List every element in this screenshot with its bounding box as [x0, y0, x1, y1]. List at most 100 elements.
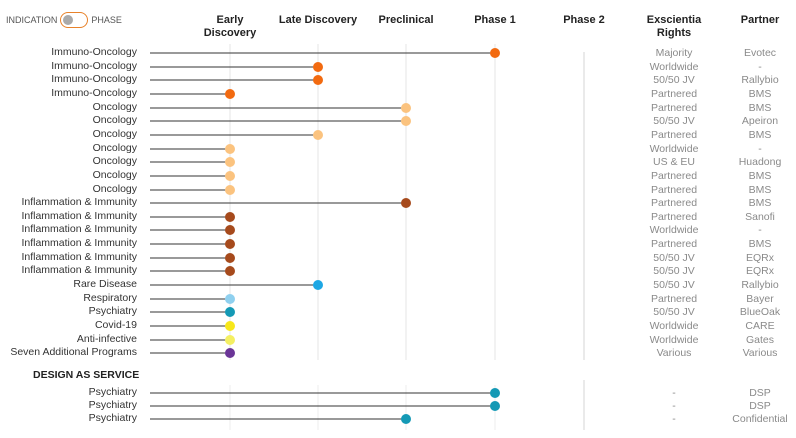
program-row-21-partner: Gates [745, 334, 775, 346]
program-row-1-rights: Worldwide [649, 61, 699, 73]
column-partner: Partner [740, 14, 780, 26]
program-row-9-partner: BMS [748, 170, 772, 182]
column-rights-line1: Exscientia [646, 14, 702, 26]
program-row-17-stage-marker[interactable] [313, 280, 323, 290]
program-row-18-stage-marker[interactable] [225, 294, 235, 304]
program-row-11-indication-label: Inflammation & Immunity [21, 196, 137, 208]
program-row-3-stage-marker[interactable] [225, 89, 235, 99]
program-row-19-stage-marker[interactable] [225, 307, 235, 317]
program-row-9-stage-marker[interactable] [225, 171, 235, 181]
program-row-14-stage-marker[interactable] [225, 239, 235, 249]
das-row-2-rights: - [672, 413, 676, 425]
program-row-7-stage-marker[interactable] [225, 144, 235, 154]
program-row-13-stage-marker[interactable] [225, 225, 235, 235]
program-row-15-partner: EQRx [745, 252, 775, 264]
program-row-10-stage-marker[interactable] [225, 185, 235, 195]
program-row-14-partner: BMS [748, 238, 772, 250]
view-toggle-group: INDICATION PHASE [6, 11, 122, 29]
program-row-16-rights: 50/50 JV [653, 265, 695, 277]
program-row-20-rights: Worldwide [649, 320, 699, 332]
program-row-8-stage-marker[interactable] [225, 157, 235, 167]
program-row-5-partner: Apeiron [741, 115, 779, 127]
program-row-20-partner: CARE [745, 320, 775, 332]
program-row-0-stage-marker[interactable] [490, 48, 500, 58]
program-row-4-partner: BMS [748, 102, 772, 114]
program-row-2-partner: Rallybio [741, 74, 779, 86]
das-row-0-stage-marker[interactable] [490, 388, 500, 398]
program-row-22-indication-label: Seven Additional Programs [10, 346, 137, 358]
program-row-22-rights: Various [656, 347, 692, 359]
program-row-17-rights: 50/50 JV [653, 279, 695, 291]
das-row-0-indication-label: Psychiatry [88, 386, 137, 398]
program-row-1-stage-marker[interactable] [313, 62, 323, 72]
program-row-22-partner: Various [742, 347, 778, 359]
column-early-line1: Early [216, 14, 244, 26]
program-row-7-rights: Worldwide [649, 143, 699, 155]
indication-phase-toggle[interactable] [60, 12, 89, 28]
toggle-knob [63, 14, 74, 25]
program-row-12-indication-label: Inflammation & Immunity [21, 210, 137, 222]
program-row-6-indication-label: Oncology [92, 128, 137, 140]
program-row-3-rights: Partnered [650, 88, 698, 100]
toggle-label-phase[interactable]: PHASE [91, 15, 122, 25]
program-row-11-rights: Partnered [650, 197, 698, 209]
column-phase2: Phase 2 [563, 14, 605, 26]
program-row-19-rights: 50/50 JV [653, 306, 695, 318]
das-row-1-stage-marker[interactable] [490, 401, 500, 411]
program-row-6-stage-marker[interactable] [313, 130, 323, 140]
program-row-18-partner: Bayer [746, 293, 774, 305]
program-row-6-partner: BMS [748, 129, 772, 141]
program-row-8-rights: US & EU [652, 156, 696, 168]
program-row-0-indication-label: Immuno-Oncology [51, 46, 137, 58]
das-row-1-indication-label: Psychiatry [88, 399, 137, 411]
program-row-2-indication-label: Immuno-Oncology [51, 73, 137, 85]
program-row-2-rights: 50/50 JV [653, 74, 695, 86]
program-row-9-rights: Partnered [650, 170, 698, 182]
program-row-15-stage-marker[interactable] [225, 253, 235, 263]
program-row-11-stage-marker[interactable] [401, 198, 411, 208]
program-row-14-indication-label: Inflammation & Immunity [21, 237, 137, 249]
column-early-line2: Discovery [203, 27, 257, 39]
program-row-12-partner: Sanofi [745, 211, 775, 223]
column-rights-line2: Rights [656, 27, 692, 39]
program-row-13-partner: - [758, 224, 762, 236]
program-row-16-partner: EQRx [745, 265, 775, 277]
program-row-14-rights: Partnered [650, 238, 698, 250]
program-row-4-stage-marker[interactable] [401, 103, 411, 113]
das-row-2-partner: Confidential [732, 413, 788, 425]
program-row-7-indication-label: Oncology [92, 142, 137, 154]
das-row-1-rights: - [672, 400, 676, 412]
program-row-10-partner: BMS [748, 184, 772, 196]
program-row-18-indication-label: Respiratory [83, 292, 137, 304]
program-row-20-stage-marker[interactable] [225, 321, 235, 331]
program-row-3-indication-label: Immuno-Oncology [51, 87, 137, 99]
program-row-12-stage-marker[interactable] [225, 212, 235, 222]
program-row-2-stage-marker[interactable] [313, 75, 323, 85]
program-row-21-stage-marker[interactable] [225, 335, 235, 345]
program-row-17-indication-label: Rare Disease [73, 278, 137, 290]
program-row-3-partner: BMS [748, 88, 772, 100]
program-row-1-indication-label: Immuno-Oncology [51, 60, 137, 72]
column-late-discovery: Late Discovery [278, 14, 358, 26]
das-row-2-indication-label: Psychiatry [88, 412, 137, 424]
toggle-label-indication[interactable]: INDICATION [6, 15, 58, 25]
program-row-8-indication-label: Oncology [92, 155, 137, 167]
program-row-4-rights: Partnered [650, 102, 698, 114]
program-row-1-partner: - [758, 61, 762, 73]
program-row-15-indication-label: Inflammation & Immunity [21, 251, 137, 263]
das-row-2-stage-marker[interactable] [401, 414, 411, 424]
program-row-22-stage-marker[interactable] [225, 348, 235, 358]
column-preclinical: Preclinical [378, 14, 434, 26]
program-row-5-stage-marker[interactable] [401, 116, 411, 126]
program-row-12-rights: Partnered [650, 211, 698, 223]
column-early-discovery: Early Discovery [204, 14, 257, 40]
program-row-6-rights: Partnered [650, 129, 698, 141]
program-row-15-rights: 50/50 JV [653, 252, 695, 264]
program-row-19-partner: BlueOak [739, 306, 781, 318]
program-row-21-indication-label: Anti-infective [76, 333, 137, 345]
program-row-7-partner: - [758, 143, 762, 155]
program-row-16-indication-label: Inflammation & Immunity [21, 264, 137, 276]
program-row-16-stage-marker[interactable] [225, 266, 235, 276]
program-row-4-indication-label: Oncology [92, 101, 137, 113]
das-row-1-partner: DSP [749, 400, 771, 412]
